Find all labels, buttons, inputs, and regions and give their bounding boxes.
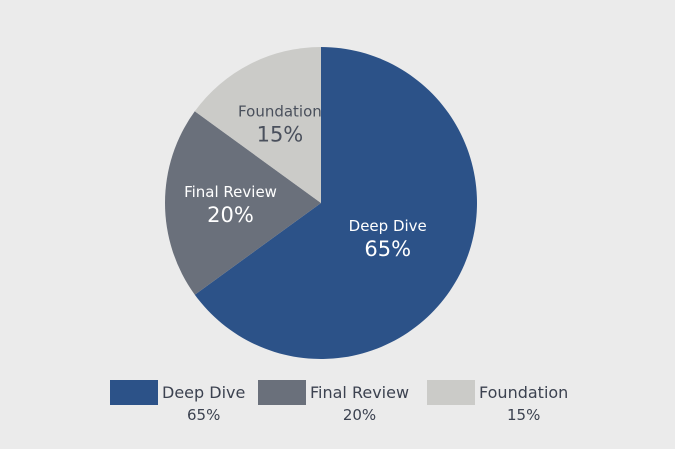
- pie-slice-deep-dive: [194, 47, 478, 360]
- legend-swatch-foundation: [427, 380, 475, 405]
- legend-swatch-deep-dive: [110, 380, 158, 405]
- pie-slice-labels: Deep Dive 65% Final Review 20% Foundation 15%: [184, 102, 427, 261]
- pie-slice-final-review: [165, 111, 321, 295]
- legend-value-deep-dive: 65%: [187, 406, 220, 424]
- slice-label-deep-dive: Deep Dive: [349, 217, 427, 235]
- pie-slices: [165, 47, 478, 360]
- legend-value-final-review: 20%: [343, 406, 376, 424]
- legend-value-foundation: 15%: [507, 406, 540, 424]
- chart-legend: Deep Dive 65% Final Review 20% Foundation 15%: [110, 380, 568, 424]
- slice-label-final-review: Final Review: [184, 183, 277, 201]
- slice-value-deep-dive: 65%: [364, 237, 411, 261]
- pie-slice-foundation: [194, 47, 321, 203]
- slice-value-final-review: 20%: [207, 203, 254, 227]
- slice-value-foundation: 15%: [257, 122, 304, 146]
- legend-label-final-review: Final Review: [310, 383, 409, 402]
- legend-swatch-final-review: [258, 380, 306, 405]
- slice-label-foundation: Foundation: [238, 102, 322, 120]
- legend-label-foundation: Foundation: [479, 383, 568, 402]
- legend-label-deep-dive: Deep Dive: [162, 383, 245, 402]
